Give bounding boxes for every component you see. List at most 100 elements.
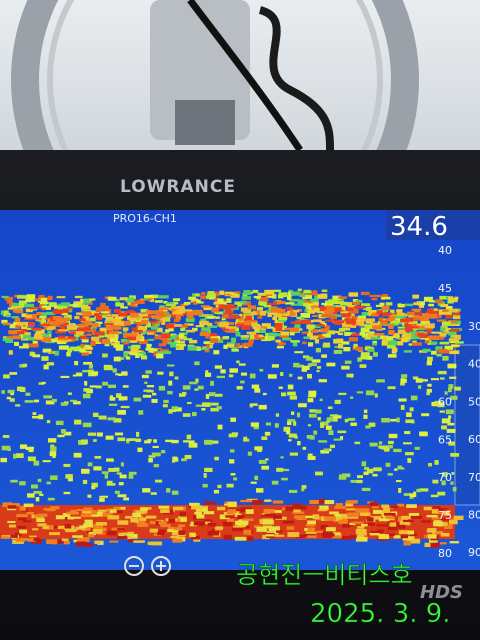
sonar-echo: [407, 530, 415, 535]
sonar-echo: [102, 338, 110, 344]
sonar-echo: [435, 346, 443, 351]
sonar-echo: [187, 345, 197, 351]
sonar-echo: [123, 352, 129, 358]
sonar-echo: [58, 345, 69, 350]
sonar-echo: [340, 535, 351, 540]
sonar-echo: [131, 327, 138, 330]
sonar-echo: [285, 302, 295, 305]
sonar-echo: [6, 335, 14, 339]
depth-readout: 34.6: [390, 212, 448, 242]
sonar-echo: [252, 499, 263, 505]
sonar-echo: [395, 480, 402, 483]
sonar-echo: [104, 473, 109, 479]
sonar-echo: [242, 321, 250, 325]
sonar-echo: [170, 343, 180, 348]
sonar-echo: [412, 491, 417, 494]
sonar-echo: [102, 512, 113, 517]
sonar-echo: [378, 317, 384, 322]
sonar-echo: [28, 449, 34, 453]
sonar-echo: [60, 402, 68, 406]
sonar-echo: [167, 528, 178, 533]
sonar-echo: [276, 467, 284, 472]
sonar-echo: [202, 483, 208, 488]
sonar-echo: [9, 398, 15, 402]
sonar-echo: [83, 315, 89, 321]
sonar-echo: [110, 342, 116, 346]
sonar-echo: [230, 417, 236, 422]
sonar-echo: [347, 417, 356, 421]
sonar-echo: [17, 525, 27, 529]
sonar-echo: [66, 336, 76, 340]
sonar-echo: [244, 342, 253, 347]
sonar-echo: [299, 294, 306, 297]
sonar-echo: [401, 322, 407, 326]
sonar-echo: [270, 307, 281, 313]
sonar-echo: [152, 392, 157, 396]
sonar-echo: [135, 519, 146, 524]
sonar-echo: [438, 309, 449, 315]
sonar-echo: [447, 300, 454, 304]
sonar-echo: [140, 331, 148, 334]
sonar-echo: [440, 518, 450, 521]
zoom-out-button[interactable]: [124, 556, 144, 576]
sonar-echo: [384, 448, 390, 452]
sonar-echo: [323, 533, 335, 537]
sonar-echo: [183, 301, 191, 305]
sonar-echo: [252, 336, 258, 341]
sonar-echo: [225, 307, 231, 313]
sonar-echo: [408, 320, 418, 325]
sonar-echo: [155, 479, 163, 483]
sonar-echo: [99, 527, 107, 532]
sonar-echo: [439, 410, 445, 413]
sonar-echo: [206, 293, 216, 298]
sonar-echo: [254, 446, 263, 451]
sonar-echo: [133, 397, 142, 402]
sonar-echo: [437, 301, 445, 307]
sonar-echo: [25, 392, 31, 396]
sonar-echo: [107, 384, 117, 389]
sonar-echo: [352, 301, 360, 305]
sonar-echo: [454, 341, 464, 344]
sonar-echo: [178, 530, 186, 535]
sonar-echo: [99, 305, 109, 311]
sonar-echo: [453, 334, 461, 340]
sonar-echo: [315, 530, 324, 533]
sonar-echo: [241, 296, 251, 300]
sonar-echo: [124, 515, 132, 519]
sonar-echo: [321, 313, 331, 316]
sonar-echo: [206, 322, 213, 326]
sonar-echo: [402, 442, 412, 445]
sonar-echo: [213, 489, 220, 494]
sonar-echo: [173, 527, 183, 531]
sonar-echo: [360, 318, 366, 322]
sonar-echo: [10, 392, 14, 396]
sonar-echo: [403, 350, 413, 353]
sonar-echo: [86, 514, 99, 517]
sonar-echo: [253, 295, 261, 299]
sonar-echo: [183, 338, 193, 341]
sonar-echo: [251, 384, 260, 389]
sonar-echo: [249, 373, 256, 379]
sonar-echo: [168, 380, 173, 386]
sonar-echo: [304, 534, 315, 537]
sonar-echo: [397, 503, 405, 507]
sonar-echo: [117, 494, 127, 498]
sonar-echo: [46, 327, 53, 331]
sonar-echo: [258, 404, 267, 410]
sonar-echo: [361, 312, 369, 316]
sonar-echo: [294, 435, 298, 439]
sonar-echo: [172, 538, 183, 543]
sonar-echo: [363, 471, 369, 475]
sonar-echo: [63, 541, 70, 545]
sonar-echo: [165, 329, 170, 333]
sonar-echo: [228, 374, 234, 378]
sonar-echo: [410, 540, 421, 544]
sonar-echo: [350, 422, 357, 426]
sonar-echo: [295, 364, 304, 368]
sonar-echo: [58, 335, 66, 339]
sonar-echo: [348, 292, 359, 297]
depth-tick-label: 70: [438, 471, 452, 484]
sonar-echo: [49, 451, 57, 457]
sonar-echo: [307, 453, 313, 456]
zoom-in-button[interactable]: [151, 556, 171, 576]
